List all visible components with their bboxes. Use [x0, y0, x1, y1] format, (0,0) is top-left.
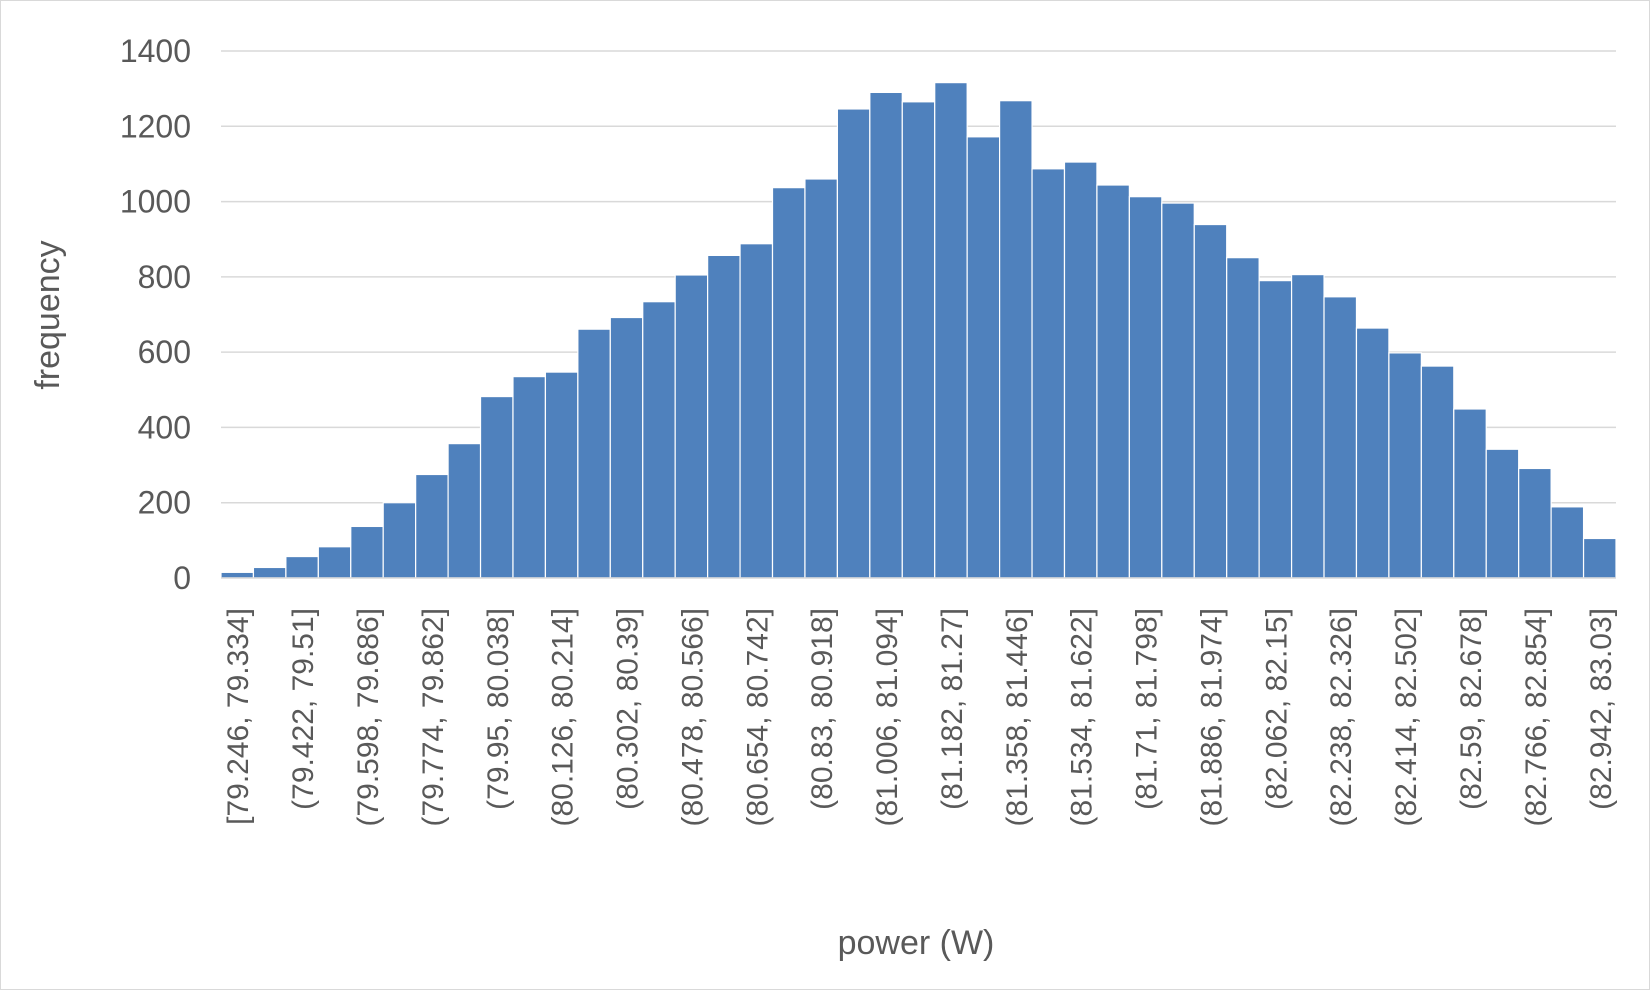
- x-tick-label: (80.126, 80.214]: [547, 608, 580, 827]
- histogram-bar: [285, 555, 319, 579]
- histogram-bar: [1128, 196, 1163, 579]
- histogram-bar: [1096, 184, 1130, 579]
- histogram-bar: [869, 91, 903, 579]
- y-axis-title: frequency: [29, 240, 67, 389]
- x-tick-label: (80.654, 80.742]: [741, 608, 774, 827]
- x-tick-label: (82.766, 82.854]: [1520, 608, 1553, 827]
- y-tick-label: 1400: [120, 33, 191, 69]
- histogram-bar: [836, 108, 871, 579]
- histogram-bar: [1063, 161, 1098, 579]
- y-tick-label: 200: [138, 485, 191, 521]
- histogram-bar: [577, 328, 611, 579]
- x-axis-ticks: [79.246, 79.334] (79.422, 79.51] (79.598, …: [222, 608, 1618, 827]
- histogram-bar: [1355, 327, 1390, 579]
- histogram-bar: [220, 571, 255, 579]
- x-tick-label: (81.358, 81.446]: [1001, 608, 1034, 827]
- histogram-bar: [382, 502, 417, 579]
- histogram-bar: [415, 473, 449, 579]
- x-tick-label: (79.422, 79.51]: [287, 608, 320, 810]
- histogram-bar: [317, 546, 352, 579]
- histogram-bar: [1226, 257, 1260, 579]
- histogram-bar: [966, 136, 1001, 579]
- histogram-bar: [771, 187, 806, 579]
- x-tick-label: (81.534, 81.622]: [1066, 608, 1099, 827]
- y-tick-label: 400: [138, 409, 191, 445]
- x-tick-label: (79.95, 80.038]: [482, 608, 515, 810]
- histogram-bar: [1031, 168, 1066, 579]
- y-tick-label: 1200: [120, 108, 191, 144]
- histogram-bar: [1453, 408, 1487, 579]
- histogram-bar: [707, 254, 741, 579]
- histogram-bar: [804, 178, 838, 579]
- x-tick-label: (82.238, 82.326]: [1325, 608, 1358, 827]
- histogram-bar: [447, 443, 482, 579]
- y-tick-label: 800: [138, 259, 191, 295]
- histogram-bar: [1323, 296, 1358, 579]
- histogram-bar: [739, 243, 774, 579]
- x-tick-label: (81.006, 81.094]: [871, 608, 904, 827]
- histogram-bar: [1193, 223, 1228, 579]
- histogram-bar: [674, 274, 709, 579]
- histogram-bar: [1388, 352, 1422, 579]
- histogram-bar: [1258, 280, 1293, 579]
- histogram-bar: [642, 301, 676, 579]
- histogram-bar: [512, 376, 547, 579]
- x-axis-title: power (W): [838, 924, 995, 962]
- histogram-bar: [479, 395, 514, 579]
- x-tick-label: (82.942, 83.03]: [1585, 608, 1618, 810]
- x-tick-label: (82.414, 82.502]: [1390, 608, 1423, 827]
- histogram-bar: [1518, 467, 1552, 579]
- x-tick-label: (79.774, 79.862]: [417, 608, 450, 827]
- histogram-bar: [609, 316, 644, 579]
- histogram-bar: [934, 82, 968, 579]
- x-tick-label: (82.59, 82.678]: [1455, 608, 1488, 810]
- x-tick-label: (81.886, 81.974]: [1195, 608, 1228, 827]
- y-tick-label: 0: [173, 560, 191, 596]
- y-tick-label: 600: [138, 334, 191, 370]
- histogram-bar: [1550, 506, 1585, 579]
- y-tick-label: 1000: [120, 184, 191, 220]
- histogram-bar: [999, 100, 1033, 579]
- x-tick-label: (80.478, 80.566]: [676, 608, 709, 827]
- x-tick-label: (81.71, 81.798]: [1131, 608, 1164, 810]
- bars: [220, 82, 1617, 579]
- x-tick-label: (82.062, 82.15]: [1260, 608, 1293, 810]
- histogram-bar: [544, 371, 579, 579]
- histogram-bar: [350, 525, 384, 579]
- histogram-bar: [1290, 273, 1325, 579]
- histogram-bar: [1420, 365, 1455, 579]
- histogram-bar: [252, 566, 287, 579]
- x-tick-label: [79.246, 79.334]: [222, 608, 255, 825]
- histogram-bar: [1161, 202, 1195, 579]
- histogram-bar: [1485, 448, 1520, 579]
- y-axis-ticks: 0 200 400 600 800 1000 1200 1400: [120, 33, 191, 596]
- x-tick-label: (80.83, 80.918]: [806, 608, 839, 810]
- x-tick-label: (80.302, 80.39]: [612, 608, 645, 810]
- x-tick-label: (79.598, 79.686]: [352, 608, 385, 827]
- histogram-bar: [1582, 537, 1617, 579]
- x-tick-label: (81.182, 81.27]: [936, 608, 969, 810]
- histogram-bar: [901, 101, 936, 579]
